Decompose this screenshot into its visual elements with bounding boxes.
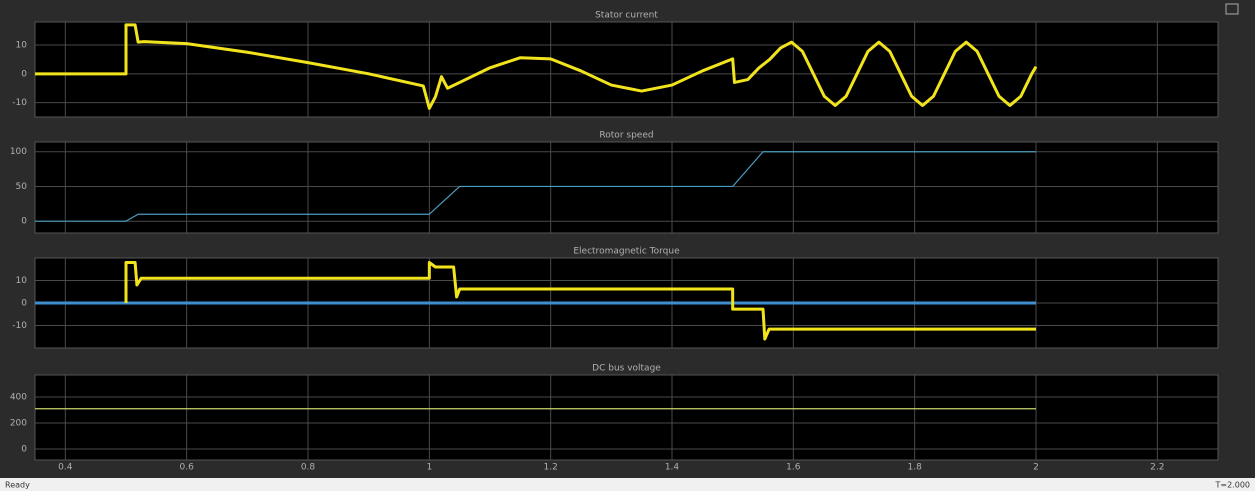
axes-title: Electromagnetic Torque [573, 247, 680, 257]
axes-title: DC bus voltage [592, 364, 661, 374]
status-right: T=2.000 [1215, 481, 1251, 490]
x-tick-label: 0.6 [180, 463, 195, 473]
status-bar: Ready T=2.000 [0, 478, 1255, 491]
axes-background [34, 374, 1219, 461]
y-tick-label: 200 [10, 419, 27, 429]
x-tick-label: 1.4 [665, 463, 680, 473]
window-icon[interactable] [1225, 3, 1239, 15]
axes-title: Stator current [595, 11, 658, 21]
x-tick-label: 2.2 [1150, 463, 1164, 473]
status-left: Ready [5, 481, 30, 490]
y-tick-label: 0 [21, 299, 27, 309]
y-tick-label: 10 [16, 276, 28, 286]
y-tick-label: -10 [12, 321, 27, 331]
y-tick-label: 0 [21, 444, 27, 454]
y-tick-label: 0 [21, 69, 27, 79]
y-tick-label: 0 [21, 217, 27, 227]
x-tick-label: 1 [426, 463, 432, 473]
x-tick-label: 1.2 [544, 463, 558, 473]
axes-background [34, 141, 1219, 234]
x-tick-label: 1.6 [786, 463, 801, 473]
x-tick-label: 2 [1033, 463, 1039, 473]
signal-line [35, 23, 1038, 110]
y-tick-label: 50 [16, 182, 28, 192]
y-tick-label: -10 [12, 98, 27, 108]
axes-background [34, 21, 1219, 118]
status-background [0, 478, 1255, 491]
signal-line [124, 261, 1036, 341]
x-tick-label: 0.4 [58, 463, 73, 473]
x-tick-label: 0.8 [301, 463, 316, 473]
x-tick-label: 1.8 [908, 463, 923, 473]
y-tick-label: 400 [10, 393, 27, 403]
axes-title: Rotor speed [599, 131, 653, 141]
y-tick-label: 100 [10, 147, 27, 157]
y-tick-label: 10 [16, 41, 28, 51]
signal-line [35, 151, 1036, 222]
